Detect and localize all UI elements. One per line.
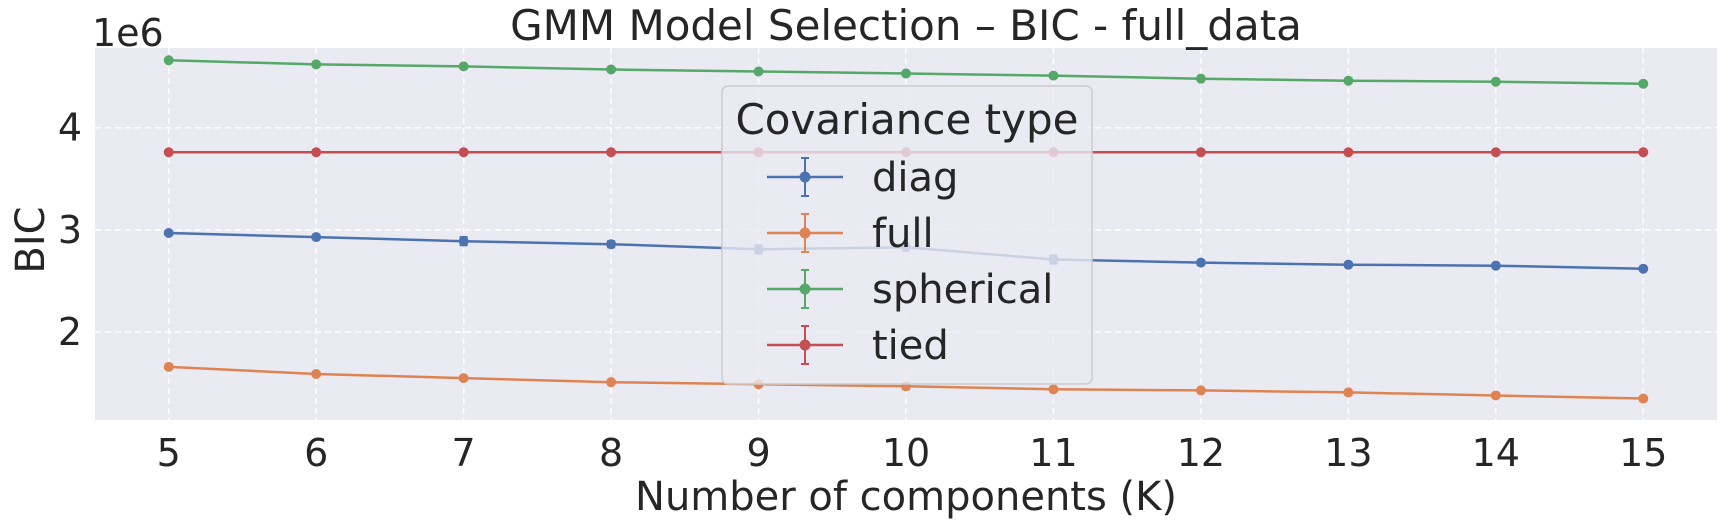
data-point-diag [458, 236, 469, 247]
data-point-tied [1343, 147, 1354, 158]
x-tick-labels: 5 6 7 8 9 10 11 12 13 14 15 [157, 431, 1668, 475]
data-point-spherical [1048, 70, 1059, 81]
x-tick-label: 12 [1177, 431, 1225, 475]
data-point-full [1490, 390, 1501, 401]
legend-label-diag: diag [872, 155, 958, 201]
legend-marker-tied [799, 339, 811, 351]
data-point-diag [1490, 260, 1501, 271]
data-point-spherical [458, 61, 469, 72]
legend: Covariance type diag full spherical tied [721, 85, 1093, 385]
y-tick-label: 2 [58, 310, 82, 354]
data-point-diag [311, 232, 322, 243]
x-tick-label: 14 [1472, 431, 1520, 475]
data-point-spherical [606, 64, 617, 75]
x-tick-label: 6 [304, 431, 328, 475]
legend-label-full: full [872, 211, 934, 257]
y-axis-label: BIC [8, 206, 54, 273]
data-point-spherical [1343, 75, 1354, 86]
data-point-spherical [1638, 78, 1649, 89]
legend-entry-spherical: spherical [767, 267, 1053, 313]
legend-marker-spherical [799, 283, 811, 295]
y-tick-label: 3 [58, 208, 82, 252]
data-point-tied [606, 147, 617, 158]
x-axis-label: Number of components (K) [635, 474, 1177, 520]
data-point-full [606, 377, 617, 388]
data-point-diag [163, 227, 174, 238]
x-tick-label: 15 [1619, 431, 1667, 475]
data-point-spherical [1490, 76, 1501, 87]
data-point-full [1048, 384, 1059, 395]
data-point-diag [606, 239, 617, 250]
data-point-diag [1195, 257, 1206, 268]
data-point-spherical [311, 59, 322, 70]
series-full [163, 361, 1649, 404]
data-point-tied [311, 147, 322, 158]
data-point-spherical [901, 68, 911, 79]
x-tick-label: 7 [452, 431, 476, 475]
x-tick-label: 9 [746, 431, 770, 475]
legend-entries: diag full spherical tied [767, 155, 1053, 369]
data-point-full [1638, 393, 1649, 404]
legend-marker-diag [799, 171, 811, 183]
data-point-diag [1343, 259, 1354, 270]
y-scale-label: 1e6 [92, 11, 164, 55]
data-point-spherical [1195, 73, 1206, 84]
data-point-full [1195, 385, 1206, 396]
data-point-full [163, 361, 174, 372]
chart-title: GMM Model Selection – BIC - full_data [510, 1, 1302, 50]
x-tick-label: 8 [599, 431, 623, 475]
data-point-tied [1490, 147, 1501, 158]
x-tick-label: 13 [1324, 431, 1372, 475]
data-point-diag [1638, 263, 1649, 274]
data-point-tied [1638, 147, 1649, 158]
y-tick-labels: 2 3 4 [58, 106, 82, 354]
data-point-spherical [753, 66, 764, 77]
data-point-full [311, 369, 322, 380]
data-point-spherical [163, 55, 174, 66]
legend-label-tied: tied [872, 323, 949, 369]
legend-box [721, 85, 1093, 385]
x-tick-label: 5 [157, 431, 181, 475]
legend-entry-tied: tied [767, 323, 949, 369]
legend-label-spherical: spherical [872, 267, 1053, 313]
data-point-tied [163, 147, 174, 158]
legend-marker-full [799, 227, 811, 239]
legend-entry-diag: diag [767, 155, 958, 201]
data-point-tied [458, 147, 469, 158]
data-point-full [1343, 387, 1354, 398]
legend-entry-full: full [767, 211, 934, 257]
series-spherical [163, 55, 1649, 89]
data-point-full [458, 373, 469, 384]
legend-title: Covariance type [735, 95, 1078, 144]
data-point-tied [1195, 147, 1206, 158]
y-tick-label: 4 [58, 106, 82, 150]
x-tick-label: 10 [882, 431, 930, 475]
x-tick-label: 11 [1029, 431, 1077, 475]
